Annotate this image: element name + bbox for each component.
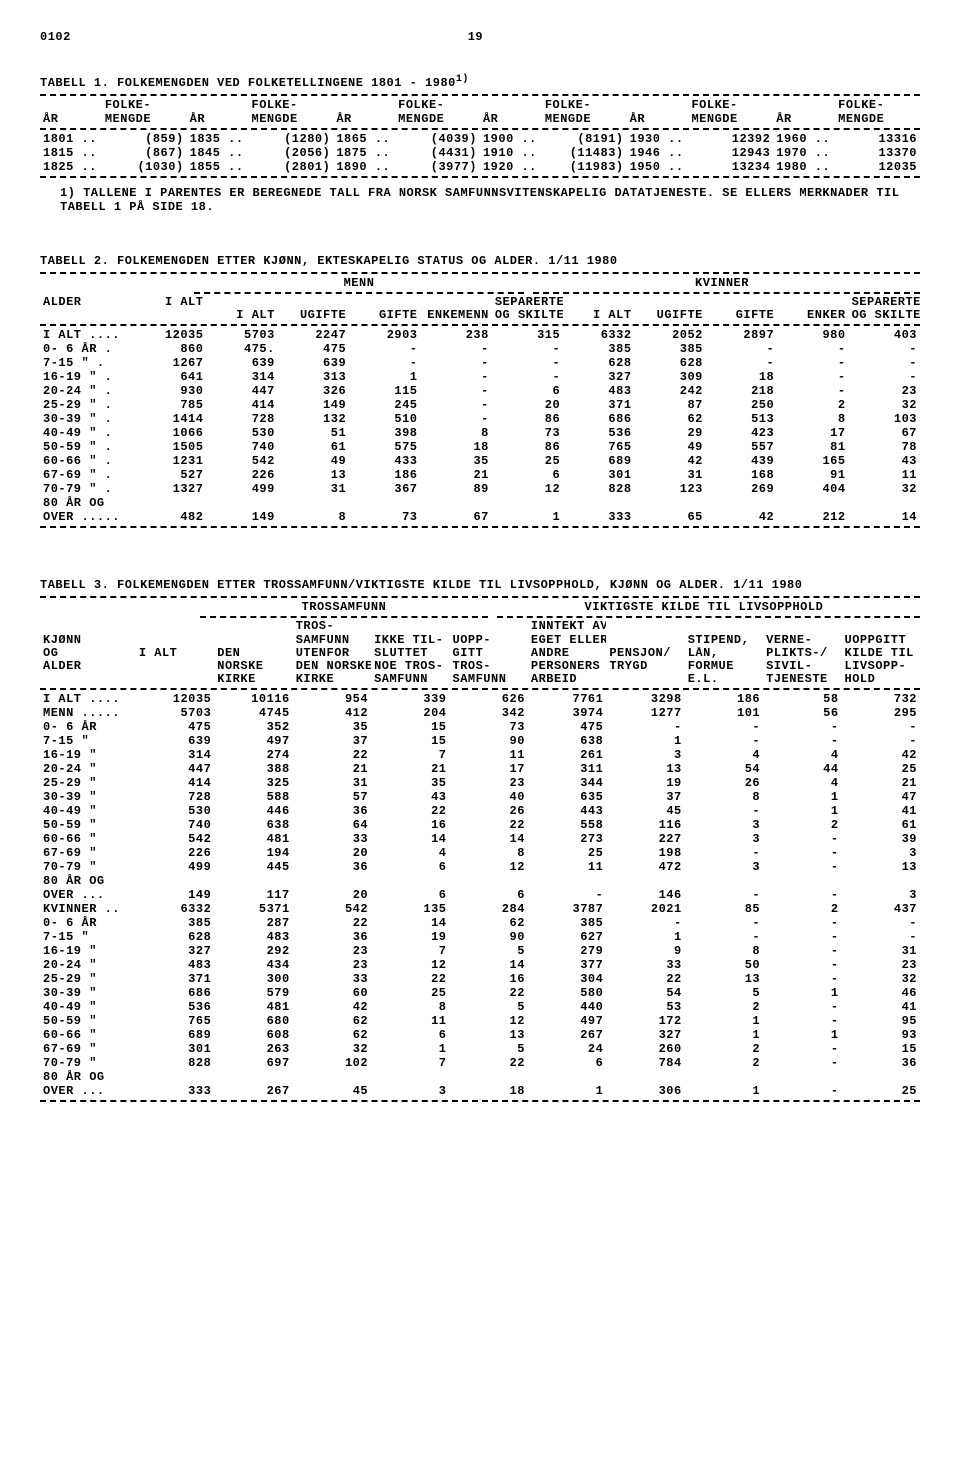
table-row: 67-69 " .52722613186216301311689111 <box>40 468 920 482</box>
table2-body: I ALT ....120355703224729032383156332205… <box>40 328 920 524</box>
table-row: 0- 6 ÅR .860475.475---385385--- <box>40 342 920 356</box>
table1: FOLKE- FOLKE- FOLKE- FOLKE- FOLKE- FOLKE… <box>40 98 920 126</box>
table-row: 30-39 "686579602522580545146 <box>40 986 920 1000</box>
table-row: 50-59 "7656806211124971721-95 <box>40 1014 920 1028</box>
table1-footnote: 1) TALLENE I PARENTES ER BEREGNEDE TALL … <box>60 186 920 214</box>
table-row: 60-66 " .12315424943335256894243916543 <box>40 454 920 468</box>
table-row: 40-49 "53044636222644345-141 <box>40 804 920 818</box>
table-row: 0- 6 ÅR385287221462385---- <box>40 916 920 930</box>
table-row: 80 ÅR OG <box>40 1070 920 1084</box>
table-row: 1815 ..(867)1845 ..(2056)1875 ..(4431)19… <box>40 146 920 160</box>
page-header: 0102 19 <box>40 30 920 44</box>
divider <box>40 94 920 96</box>
table-row: 7-15 " .1267639639---628628--- <box>40 356 920 370</box>
table-row: OVER ...1491172066-146--3 <box>40 888 920 902</box>
table-row: 20-24 "4834342312143773350-23 <box>40 958 920 972</box>
divider <box>40 176 920 178</box>
table1-body: 1801 ..(859)1835 ..(1280)1865 ..(4039)19… <box>40 132 920 174</box>
divider <box>40 1100 920 1102</box>
table-row: I ALT ....120355703224729032383156332205… <box>40 328 920 342</box>
table-row: 1825 ..(1030)1855 ..(2801)1890 ..(3977)1… <box>40 160 920 174</box>
table-row: 0- 6 ÅR475352351573475---- <box>40 720 920 734</box>
table-row: 7-15 "6284833619906271--- <box>40 930 920 944</box>
divider <box>40 324 920 326</box>
table-row: 25-29 " .785414149245-2037187250232 <box>40 398 920 412</box>
table2-head: ALDER I ALT SEPARERTE SEPARERTE I ALT UG… <box>40 296 920 322</box>
table-row: 20-24 " .930447326115-6483242218-23 <box>40 384 920 398</box>
table-row: 80 ÅR OG <box>40 496 920 510</box>
page-number: 19 <box>71 30 880 44</box>
table-row: 40-49 " .106653051398873536294231767 <box>40 426 920 440</box>
table-row: I ALT ....120351011695433962677613298186… <box>40 692 920 706</box>
table3-group-labels: TROSSAMFUNN VIKTIGSTE KILDE TIL LIVSOPPH… <box>40 600 920 614</box>
table-row: OVER ...3332674531813061-25 <box>40 1084 920 1098</box>
table-row: 16-19 " .6413143131--32730918-- <box>40 370 920 384</box>
table-row: 70-79 "49944536612114723-13 <box>40 860 920 874</box>
table-row: 70-79 "82869710272267842-36 <box>40 1056 920 1070</box>
divider <box>40 596 920 598</box>
table-row: 25-29 "4143253135233441926421 <box>40 776 920 790</box>
table-row: 25-29 "3713003322163042213-32 <box>40 972 920 986</box>
table-row: 20-24 "44738821211731113544425 <box>40 762 920 776</box>
table2-title: TABELL 2. FOLKEMENGDEN ETTER KJØNN, EKTE… <box>40 254 920 268</box>
divider <box>40 526 920 528</box>
table-row: 16-19 "3142742271126134442 <box>40 748 920 762</box>
table-row: 50-59 "7406386416225581163261 <box>40 818 920 832</box>
table-row: KVINNER ..633253715421352843787202185243… <box>40 902 920 916</box>
table-row: 60-66 "5424813314142732273-39 <box>40 832 920 846</box>
table-row: 1801 ..(859)1835 ..(1280)1865 ..(4039)19… <box>40 132 920 146</box>
table3-body: I ALT ....120351011695433962677613298186… <box>40 692 920 1098</box>
table-row: 40-49 "5364814285440532-41 <box>40 1000 920 1014</box>
table3-title: TABELL 3. FOLKEMENGDEN ETTER TROSSAMFUNN… <box>40 578 920 592</box>
table-row: MENN .....570347454122043423974127710156… <box>40 706 920 720</box>
divider <box>40 272 920 274</box>
divider <box>40 688 920 690</box>
table-row: 16-19 "327292237527998-31 <box>40 944 920 958</box>
divider <box>40 128 920 130</box>
table-row: 7-15 "6394973715906381--- <box>40 734 920 748</box>
table1-title: TABELL 1. FOLKEMENGDEN VED FOLKETELLINGE… <box>40 74 920 90</box>
table-row: OVER .....482149873671333654221214 <box>40 510 920 524</box>
table1-head: FOLKE- FOLKE- FOLKE- FOLKE- FOLKE- FOLKE… <box>40 98 920 126</box>
table-row: 67-69 "226194204825198--3 <box>40 846 920 860</box>
table3-head: TROS- INNTEKT AV KJØNN SAMFUNN IKKE TIL-… <box>40 620 920 686</box>
table2-group-labels: MENN KVINNER <box>40 276 920 290</box>
table-row: 67-69 "3012633215242602-15 <box>40 1042 920 1056</box>
page-code: 0102 <box>40 30 71 44</box>
table-row: 30-39 " .1414728132510-86686625138103 <box>40 412 920 426</box>
table-row: 70-79 " .132749931367891282812326940432 <box>40 482 920 496</box>
table-row: 50-59 " .1505740615751886765495578178 <box>40 440 920 454</box>
table-row: 30-39 "728588574340635378147 <box>40 790 920 804</box>
table-row: 60-66 "689608626132673271193 <box>40 1028 920 1042</box>
table-row: 80 ÅR OG <box>40 874 920 888</box>
